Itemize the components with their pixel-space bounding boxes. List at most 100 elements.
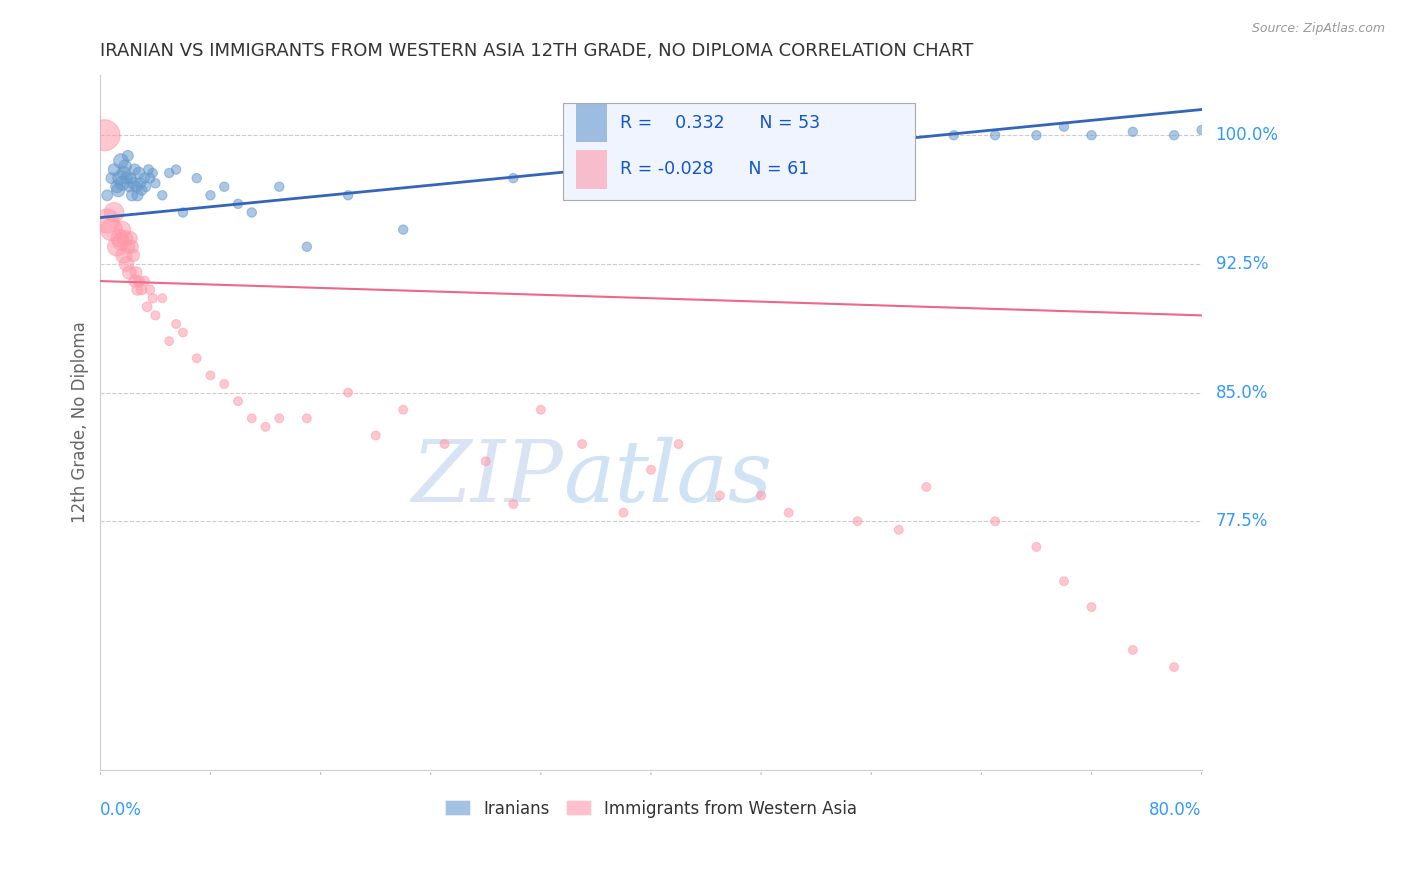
Point [240, 411, 263, 425]
Point [364, 428, 387, 442]
Point [571, 437, 593, 451]
Point [100, 171, 122, 186]
Point [142, 291, 165, 305]
Point [984, 128, 1007, 143]
Point [150, 291, 173, 305]
Point [127, 283, 149, 297]
Text: 85.0%: 85.0% [1216, 384, 1268, 401]
Point [110, 153, 132, 168]
Point [240, 205, 263, 219]
Point [111, 176, 134, 190]
Point [122, 176, 145, 190]
Point [131, 183, 153, 197]
Point [139, 171, 162, 186]
Point [186, 351, 208, 366]
Point [131, 283, 153, 297]
Text: 80.0%: 80.0% [1149, 801, 1202, 819]
Point [108, 231, 131, 245]
Point [1163, 660, 1185, 674]
Point [139, 283, 162, 297]
Point [295, 411, 318, 425]
Point [145, 176, 167, 190]
Point [150, 188, 173, 202]
Point [226, 197, 249, 211]
Point [186, 171, 208, 186]
Text: ZIP: ZIP [411, 437, 562, 519]
Point [93, 128, 115, 143]
Point [433, 437, 456, 451]
Point [530, 402, 553, 417]
Point [112, 248, 135, 262]
Point [212, 376, 235, 391]
FancyBboxPatch shape [576, 151, 607, 188]
Point [200, 368, 222, 383]
Point [112, 166, 135, 180]
Point [118, 179, 141, 194]
Point [337, 385, 360, 400]
Point [108, 171, 131, 186]
Point [392, 222, 415, 236]
Point [128, 274, 150, 288]
Point [120, 231, 142, 245]
Point [709, 489, 731, 503]
Point [157, 166, 180, 180]
Text: R = -0.028  N = 61: R = -0.028 N = 61 [620, 161, 810, 178]
Point [103, 162, 125, 177]
Point [117, 149, 139, 163]
Point [984, 514, 1007, 528]
Point [136, 300, 159, 314]
Point [212, 179, 235, 194]
Point [145, 309, 167, 323]
Text: 0.0%: 0.0% [100, 801, 142, 819]
Point [122, 248, 145, 262]
Point [124, 162, 146, 177]
Point [107, 183, 129, 197]
Point [127, 188, 149, 202]
Point [121, 188, 143, 202]
Point [502, 497, 524, 511]
Text: 77.5%: 77.5% [1216, 512, 1268, 530]
Y-axis label: 12th Grade, No Diploma: 12th Grade, No Diploma [72, 322, 89, 524]
Point [392, 402, 415, 417]
Point [120, 171, 142, 186]
Point [114, 159, 136, 173]
Point [142, 166, 165, 180]
Point [165, 317, 187, 331]
Point [778, 506, 800, 520]
Point [668, 437, 690, 451]
Point [269, 411, 291, 425]
FancyBboxPatch shape [576, 103, 607, 142]
Text: R =  0.332  N = 53: R = 0.332 N = 53 [620, 114, 820, 132]
Point [1080, 128, 1102, 143]
Point [121, 240, 143, 254]
Point [915, 480, 938, 494]
Point [749, 489, 772, 503]
Point [124, 274, 146, 288]
Point [1080, 600, 1102, 615]
Point [254, 420, 277, 434]
Point [96, 214, 118, 228]
Point [475, 454, 498, 468]
Point [125, 265, 148, 279]
Point [165, 162, 187, 177]
Point [337, 188, 360, 202]
Point [96, 188, 118, 202]
Point [846, 128, 869, 143]
Point [1053, 574, 1076, 589]
Point [117, 240, 139, 254]
Point [612, 506, 634, 520]
Point [502, 171, 524, 186]
Point [118, 265, 141, 279]
Text: Source: ZipAtlas.com: Source: ZipAtlas.com [1251, 22, 1385, 36]
Point [134, 274, 156, 288]
Point [172, 205, 194, 219]
Point [640, 463, 662, 477]
Point [138, 162, 160, 177]
Point [125, 179, 148, 194]
Point [128, 166, 150, 180]
Point [172, 326, 194, 340]
Point [709, 120, 731, 134]
Point [269, 179, 291, 194]
Point [295, 240, 318, 254]
Point [1025, 128, 1047, 143]
